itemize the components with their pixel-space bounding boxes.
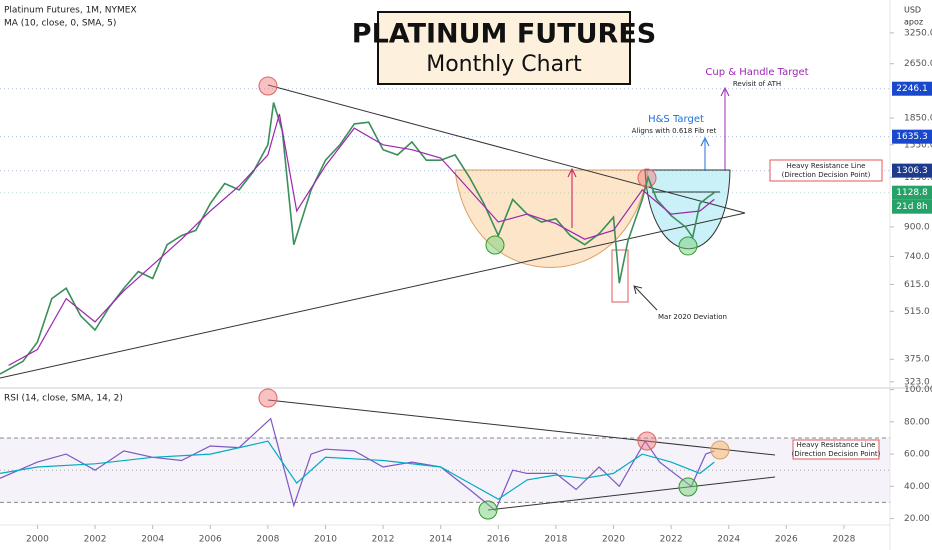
rsi-trendline <box>267 399 776 456</box>
y-tick-label: 1250.0 <box>904 173 932 183</box>
price-label-box <box>892 163 932 178</box>
series-line <box>8 113 715 366</box>
y-tick-label: 60.00 <box>904 450 930 460</box>
rsi-trendline <box>487 476 776 511</box>
annotation: (Direction Decision Point) <box>782 171 871 179</box>
y-tick-label: 20.00 <box>904 514 930 524</box>
annotation: Aligns with 0.618 Fib ret <box>632 127 717 135</box>
ma-legend: MA (10, close, 0, SMA, 5) <box>4 19 116 29</box>
symbol-legend: Platinum Futures, 1M, NYMEX <box>4 6 137 16</box>
overlay: PLATINUM FUTURES Monthly Chart Platinum … <box>4 6 923 520</box>
x-tick-label: 2020 <box>602 535 625 545</box>
user: apoz <box>904 18 923 27</box>
marker-circle <box>678 236 698 256</box>
price-label: 1128.8 <box>896 188 928 198</box>
x-tick-label: 2012 <box>372 535 395 545</box>
price-label: 2246.1 <box>896 84 928 94</box>
y-tick-label: 3250.0 <box>904 28 932 38</box>
x-tick-label: 2016 <box>487 535 510 545</box>
y-tick-label: 515.0 <box>904 307 930 317</box>
y-tick-label: 80.00 <box>904 417 930 427</box>
y-tick-label: 1550.0 <box>904 140 932 150</box>
price-label: 1306.3 <box>896 166 928 176</box>
marker-circle <box>710 440 730 460</box>
y-tick-label: 375.0 <box>904 355 930 365</box>
marker-circle <box>258 388 278 408</box>
price-label-box <box>892 81 932 96</box>
title-box <box>377 11 631 85</box>
deviation-box <box>611 249 629 303</box>
series-line <box>0 440 715 500</box>
arrow-head <box>633 285 643 295</box>
y-tick-label: 323.0 <box>904 377 930 387</box>
countdown-box <box>892 199 932 214</box>
x-tick-label: 2004 <box>141 535 164 545</box>
price-label-box <box>892 185 932 200</box>
arrow-head <box>567 167 577 178</box>
marker-circle <box>478 500 498 520</box>
arrow-head <box>720 86 730 97</box>
pointer-arrow <box>634 286 658 311</box>
annotation-box <box>792 439 880 460</box>
x-tick-label: 2028 <box>832 535 855 545</box>
x-tick-label: 2008 <box>256 535 279 545</box>
annotation: Mar 2020 Deviation <box>658 313 727 321</box>
x-tick-label: 2002 <box>84 535 107 545</box>
countdown-label: 21d 8h <box>896 202 927 212</box>
x-tick-label: 2026 <box>775 535 798 545</box>
series-line <box>0 417 715 512</box>
x-tick-label: 2010 <box>314 535 337 545</box>
annotation: Heavy Resistance Line <box>797 441 876 449</box>
arrow-head <box>700 136 710 147</box>
series-line <box>0 102 715 375</box>
x-tick-label: 2024 <box>717 535 740 545</box>
price-label: 1635.3 <box>896 132 928 142</box>
annotation: Heavy Resistance Line <box>787 162 866 170</box>
y-tick-label: 1850.0 <box>904 114 932 124</box>
annotation: Cup & Handle Target <box>705 67 808 78</box>
rsi-legend: RSI (14, close, SMA, 14, 2) <box>4 394 123 404</box>
x-tick-label: 2000 <box>26 535 49 545</box>
x-tick-label: 2022 <box>660 535 683 545</box>
annotation: H&S Target <box>648 114 704 125</box>
y-tick-label: 615.0 <box>904 280 930 290</box>
marker-circle <box>678 477 698 497</box>
price-label-box <box>892 129 932 144</box>
y-tick-label: 740.0 <box>904 252 930 262</box>
marker-circle <box>258 76 278 96</box>
y-tick-label: 900.0 <box>904 222 930 232</box>
trendline <box>0 212 746 379</box>
x-tick-label: 2006 <box>199 535 222 545</box>
chart-title: PLATINUM FUTURES <box>352 19 656 50</box>
y-tick-label: 2650.0 <box>904 59 932 69</box>
annotation: Revisit of ATH <box>733 80 781 88</box>
x-tick-label: 2018 <box>544 535 567 545</box>
annotation-box <box>769 159 883 182</box>
y-tick-label: 40.00 <box>904 482 930 492</box>
currency: USD <box>904 6 921 15</box>
chart-subtitle: Monthly Chart <box>426 52 582 77</box>
annotation: (Direction Decision Point) <box>792 450 881 458</box>
marker-circle <box>637 431 657 451</box>
y-tick-label: 100.00 <box>904 385 932 395</box>
x-tick-label: 2014 <box>429 535 452 545</box>
marker-circle <box>485 235 505 255</box>
marker-circle <box>637 168 657 188</box>
